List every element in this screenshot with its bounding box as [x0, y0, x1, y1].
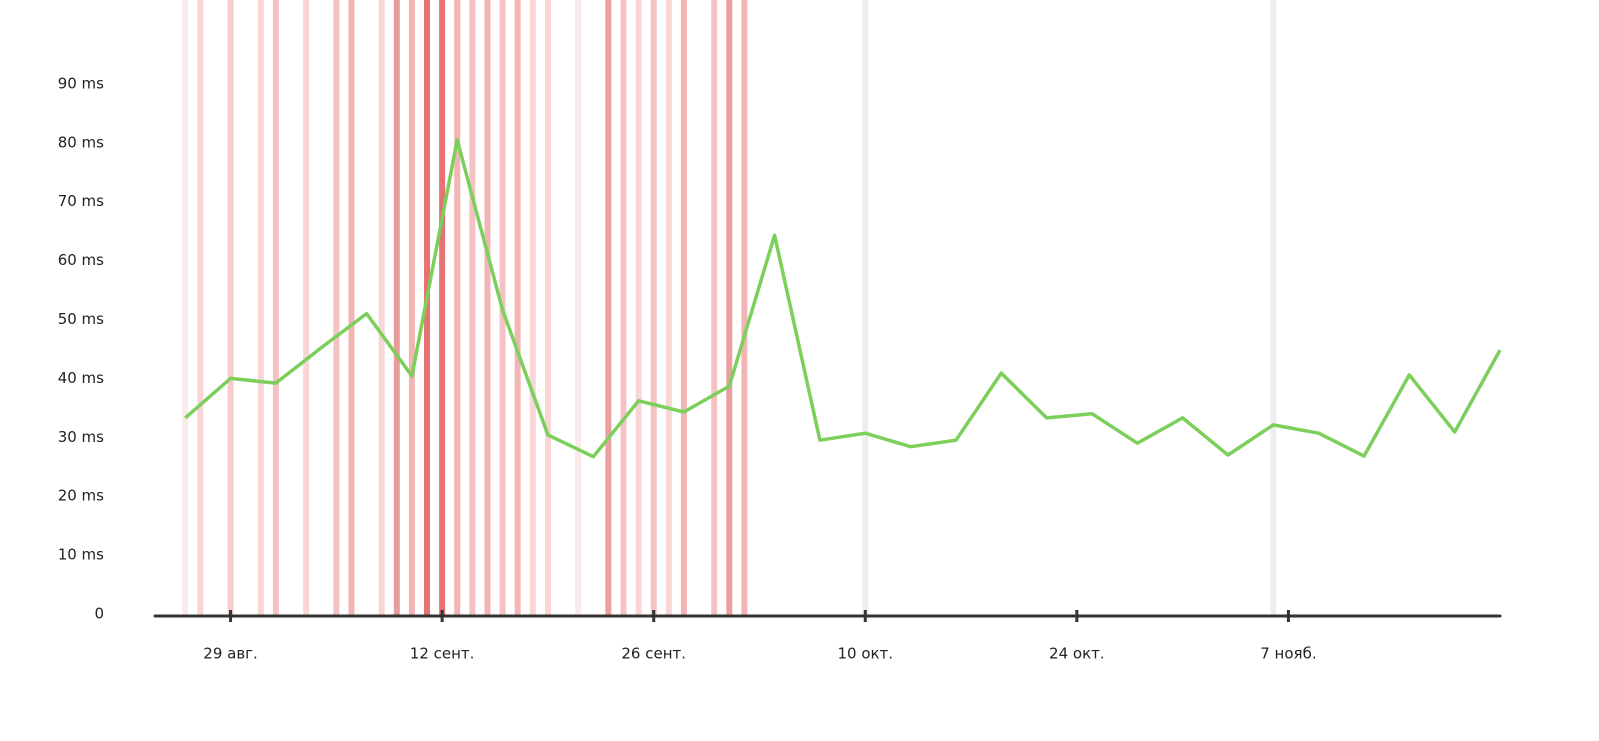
event-band [257, 0, 264, 616]
y-tick-label: 40 ms [58, 369, 104, 387]
event-band [605, 0, 612, 616]
event-band [620, 0, 627, 616]
event-band [484, 0, 491, 616]
event-band [272, 0, 279, 616]
event-band [1270, 0, 1277, 616]
event-band [454, 0, 461, 616]
event-band [650, 0, 657, 616]
y-tick-label: 80 ms [58, 133, 104, 151]
x-tick-label: 12 сент. [410, 645, 475, 663]
event-band [711, 0, 718, 616]
event-band [575, 0, 582, 616]
x-tick-label: 26 сент. [621, 645, 686, 663]
event-band [303, 0, 310, 616]
event-band [348, 0, 355, 616]
event-band [680, 0, 687, 616]
line-series [184, 138, 1502, 459]
event-band [424, 0, 431, 616]
event-band [182, 0, 189, 616]
x-tick-label: 7 нояб. [1260, 645, 1316, 663]
event-band [544, 0, 551, 616]
event-band [741, 0, 748, 616]
x-tick-label: 10 окт. [837, 645, 893, 663]
event-band [635, 0, 642, 616]
y-tick-label: 0 [94, 605, 104, 623]
y-tick-label: 10 ms [58, 546, 104, 564]
x-tick-label: 24 окт. [1049, 645, 1105, 663]
event-band [514, 0, 521, 616]
event-band [378, 0, 385, 616]
event-band [469, 0, 476, 616]
y-tick-label: 20 ms [58, 487, 104, 505]
x-tick-label: 29 авг. [203, 645, 258, 663]
event-band [333, 0, 340, 616]
y-tick-label: 70 ms [58, 192, 104, 210]
y-tick-label: 90 ms [58, 74, 104, 92]
event-band [393, 0, 400, 616]
event-band [197, 0, 204, 616]
y-tick-label: 30 ms [58, 428, 104, 446]
event-band [439, 0, 446, 616]
y-tick-label: 60 ms [58, 251, 104, 269]
y-tick-label: 50 ms [58, 310, 104, 328]
event-band [227, 0, 234, 616]
event-band [665, 0, 672, 616]
event-band [529, 0, 536, 616]
event-band [408, 0, 415, 616]
event-band [862, 0, 869, 616]
event-band [726, 0, 733, 616]
